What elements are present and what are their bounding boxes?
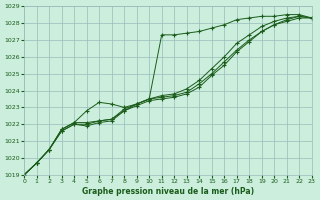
X-axis label: Graphe pression niveau de la mer (hPa): Graphe pression niveau de la mer (hPa) xyxy=(82,187,254,196)
